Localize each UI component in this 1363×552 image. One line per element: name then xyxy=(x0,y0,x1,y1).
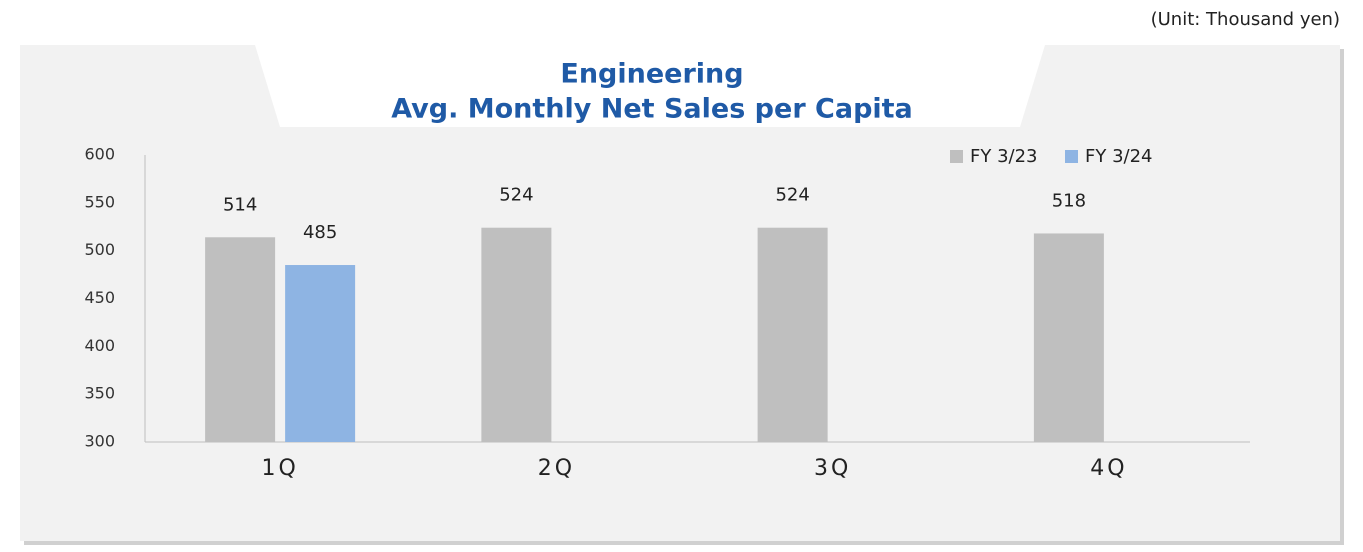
y-tick-label: 500 xyxy=(84,240,115,259)
legend-label: FY 3/23 xyxy=(970,146,1038,167)
title-tab xyxy=(255,45,1045,127)
bar xyxy=(285,265,356,442)
data-label: 524 xyxy=(775,185,809,206)
x-tick-label: 3Q xyxy=(814,456,851,481)
x-tick-label: 1Q xyxy=(261,456,298,481)
chart-title: Avg. Monthly Net Sales per Capita xyxy=(391,94,913,125)
y-tick-label: 550 xyxy=(84,192,115,211)
y-tick-label: 400 xyxy=(84,336,115,355)
bar xyxy=(481,227,552,442)
legend-swatch xyxy=(950,150,963,163)
y-tick-label: 600 xyxy=(84,145,115,164)
bar xyxy=(205,237,276,442)
x-tick-label: 2Q xyxy=(538,456,575,481)
data-label: 518 xyxy=(1052,190,1086,211)
data-label: 514 xyxy=(223,194,257,215)
data-label: 524 xyxy=(499,185,533,206)
bar xyxy=(757,227,828,442)
legend-swatch xyxy=(1065,150,1078,163)
unit-note: (Unit: Thousand yen) xyxy=(1151,9,1340,30)
chart-title: Engineering xyxy=(560,59,743,90)
bar xyxy=(1033,233,1104,442)
legend-label: FY 3/24 xyxy=(1085,146,1153,167)
x-tick-label: 4Q xyxy=(1090,456,1127,481)
y-tick-label: 350 xyxy=(84,384,115,403)
y-tick-label: 300 xyxy=(84,432,115,451)
y-tick-label: 450 xyxy=(84,288,115,307)
data-label: 485 xyxy=(303,222,337,243)
